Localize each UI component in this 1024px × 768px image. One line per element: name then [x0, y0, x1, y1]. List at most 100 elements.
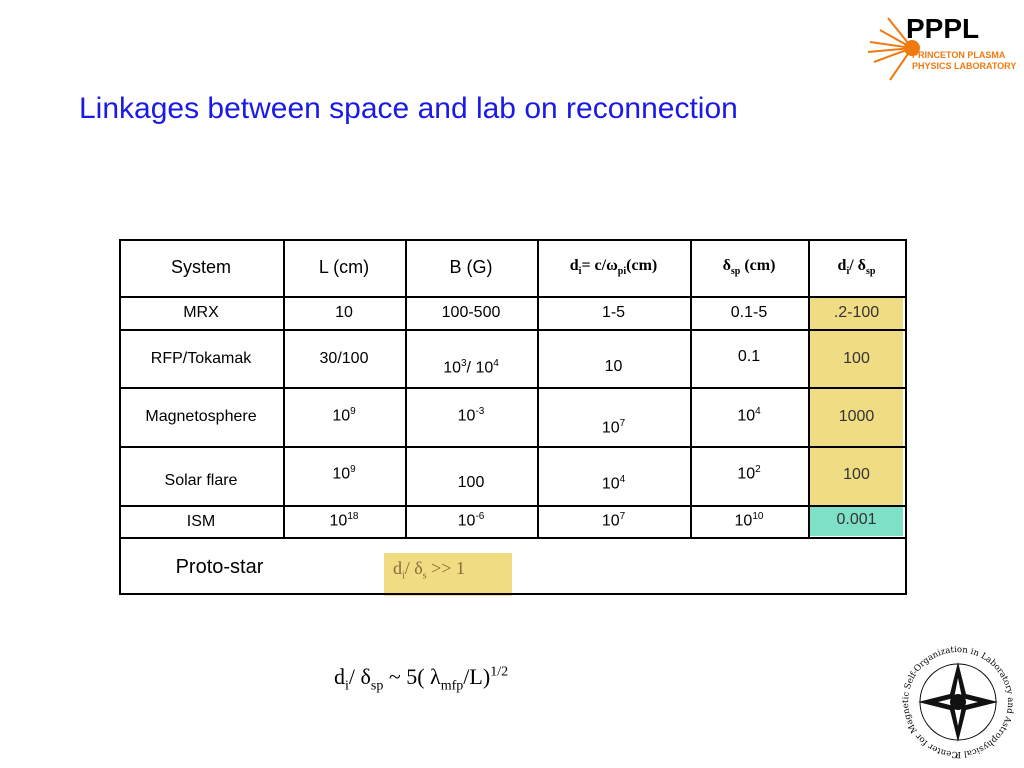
text: 2 [755, 464, 761, 475]
text: 3 [460, 358, 467, 369]
text: i [578, 266, 582, 278]
text: 10 [332, 407, 351, 425]
table-border [119, 505, 907, 507]
text: ~ 5( λ [383, 664, 441, 689]
highlight [810, 297, 903, 505]
highlight [810, 505, 903, 536]
table-cell: 1-5 [601, 304, 626, 321]
table-border [905, 239, 907, 593]
table-border [119, 446, 907, 448]
text: / δ [404, 558, 423, 578]
text: 10 [457, 407, 476, 425]
text: i [402, 570, 405, 582]
text: 9 [350, 406, 356, 417]
table-border [119, 593, 907, 595]
text: 10 [601, 419, 620, 437]
text: sp [370, 678, 384, 694]
table-cell: 0.1-5 [730, 304, 768, 321]
table-cell: 100-500 [441, 304, 501, 321]
text: δ [722, 257, 731, 274]
seal: Center for Magnetic Self-Organization in… [896, 640, 1015, 759]
text: / 10 [466, 359, 494, 377]
text: 10 [752, 511, 764, 522]
table-cell: 100 [457, 474, 485, 491]
text: pi [617, 266, 627, 278]
table-cell: 109 [283, 464, 405, 483]
table-cell: di= c/ωpi(cm) [537, 257, 690, 277]
text: -6 [475, 511, 485, 522]
text: d [837, 257, 847, 274]
text: 4 [755, 406, 761, 417]
text: >> 1 [426, 558, 465, 578]
logo-line: PHYSICS LABORATORY [912, 61, 1016, 71]
formula: di/ δsp ~ 5( λmfp/L)1/2 [334, 664, 508, 694]
table-border [119, 329, 907, 331]
table-border [119, 537, 907, 539]
table-cell: di/ δsp [808, 257, 905, 277]
table-cell: 109 [283, 406, 405, 425]
table-cell: 30/100 [319, 350, 369, 367]
note: di/ δs >> 1 [393, 558, 465, 582]
table-border [119, 239, 121, 593]
table-cell: 10 [335, 304, 353, 321]
hub [950, 694, 966, 710]
table-cell: 102 [690, 464, 808, 483]
text: 10 [457, 512, 476, 530]
table-cell: RFP/Tokamak [150, 350, 252, 367]
table-cell: Solar flare [164, 472, 238, 489]
text: 10 [601, 512, 620, 530]
text: 1/2 [490, 664, 509, 680]
text: 10 [737, 465, 756, 483]
table-cell: 1000 [838, 408, 875, 425]
text: sp [730, 266, 741, 278]
text: d [334, 664, 345, 689]
text: = c/ω [581, 257, 618, 274]
text: / δ [348, 664, 371, 689]
table-cell: .2-100 [833, 304, 880, 321]
table-cell: 104 [690, 406, 808, 425]
table-border [119, 296, 907, 298]
table-cell: 1018 [283, 511, 405, 530]
table-cell: 10-3 [405, 406, 537, 425]
text: 9 [350, 464, 356, 475]
table-cell: 100 [843, 350, 870, 367]
table-cell: Magnetosphere [145, 408, 257, 425]
table-cell: B (G) [449, 257, 493, 277]
text: / δ [849, 257, 866, 274]
text: i [846, 266, 850, 278]
text: 10 [737, 407, 756, 425]
text: /L) [463, 664, 491, 689]
table-cell: 10-6 [405, 511, 537, 530]
table-cell: 1010 [690, 511, 808, 530]
text: d [569, 257, 579, 274]
text: 4 [619, 474, 626, 485]
logo-line: PRINCETON PLASMA [912, 50, 1006, 60]
text: sp [865, 266, 876, 278]
table-cell: 0.001 [836, 511, 877, 528]
note-box [384, 553, 512, 596]
text: 4 [493, 358, 499, 369]
table-border [119, 387, 907, 389]
text: s [422, 570, 427, 582]
text: d [393, 558, 402, 578]
table-cell: MRX [183, 304, 219, 321]
table-cell: Proto-star [175, 556, 264, 578]
table-cell: ISM [186, 513, 216, 530]
table-border [119, 239, 907, 241]
table-cell: L (cm) [318, 257, 370, 277]
text: 10 [332, 465, 351, 483]
table-cell: 103/ 104 [405, 358, 537, 377]
text: 10 [443, 359, 461, 377]
text: -3 [475, 406, 485, 417]
table-cell: 100 [843, 466, 870, 483]
table-cell: 104 [537, 474, 690, 493]
text: 7 [619, 418, 626, 429]
logo-name: PPPL [906, 13, 979, 44]
slide-title: Linkages between space and lab on reconn… [79, 92, 738, 125]
table-cell: 10 [604, 358, 623, 375]
text: 7 [619, 511, 626, 522]
table-cell: System [170, 257, 231, 277]
text: mfp [440, 678, 464, 694]
